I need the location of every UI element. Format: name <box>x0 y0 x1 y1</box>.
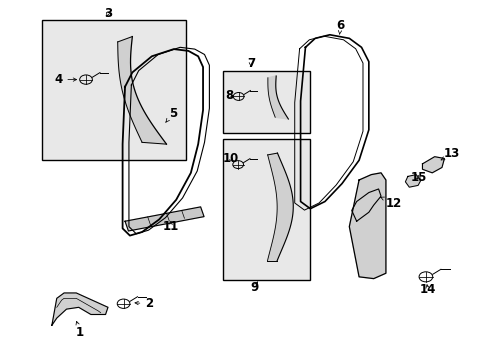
Text: 5: 5 <box>165 107 177 122</box>
Polygon shape <box>405 175 420 187</box>
Polygon shape <box>118 37 166 144</box>
Text: 11: 11 <box>162 220 178 233</box>
Text: 7: 7 <box>246 57 254 70</box>
Polygon shape <box>52 293 108 325</box>
Polygon shape <box>267 76 288 119</box>
Text: 13: 13 <box>440 147 459 160</box>
Polygon shape <box>422 157 444 173</box>
Text: 3: 3 <box>103 7 112 20</box>
Text: 12: 12 <box>380 197 402 210</box>
Text: 1: 1 <box>76 321 84 339</box>
Polygon shape <box>351 189 380 221</box>
Text: 9: 9 <box>250 281 258 294</box>
Text: 4: 4 <box>54 73 77 86</box>
Text: 6: 6 <box>336 19 344 35</box>
Text: 2: 2 <box>135 297 153 310</box>
Polygon shape <box>125 207 203 231</box>
Bar <box>222 71 310 134</box>
Text: 8: 8 <box>224 89 233 102</box>
Bar <box>42 21 185 160</box>
Polygon shape <box>267 153 293 261</box>
Bar <box>222 139 310 280</box>
Text: 14: 14 <box>419 283 435 296</box>
Text: 15: 15 <box>410 171 427 184</box>
Text: 10: 10 <box>222 152 239 165</box>
Polygon shape <box>348 173 385 279</box>
